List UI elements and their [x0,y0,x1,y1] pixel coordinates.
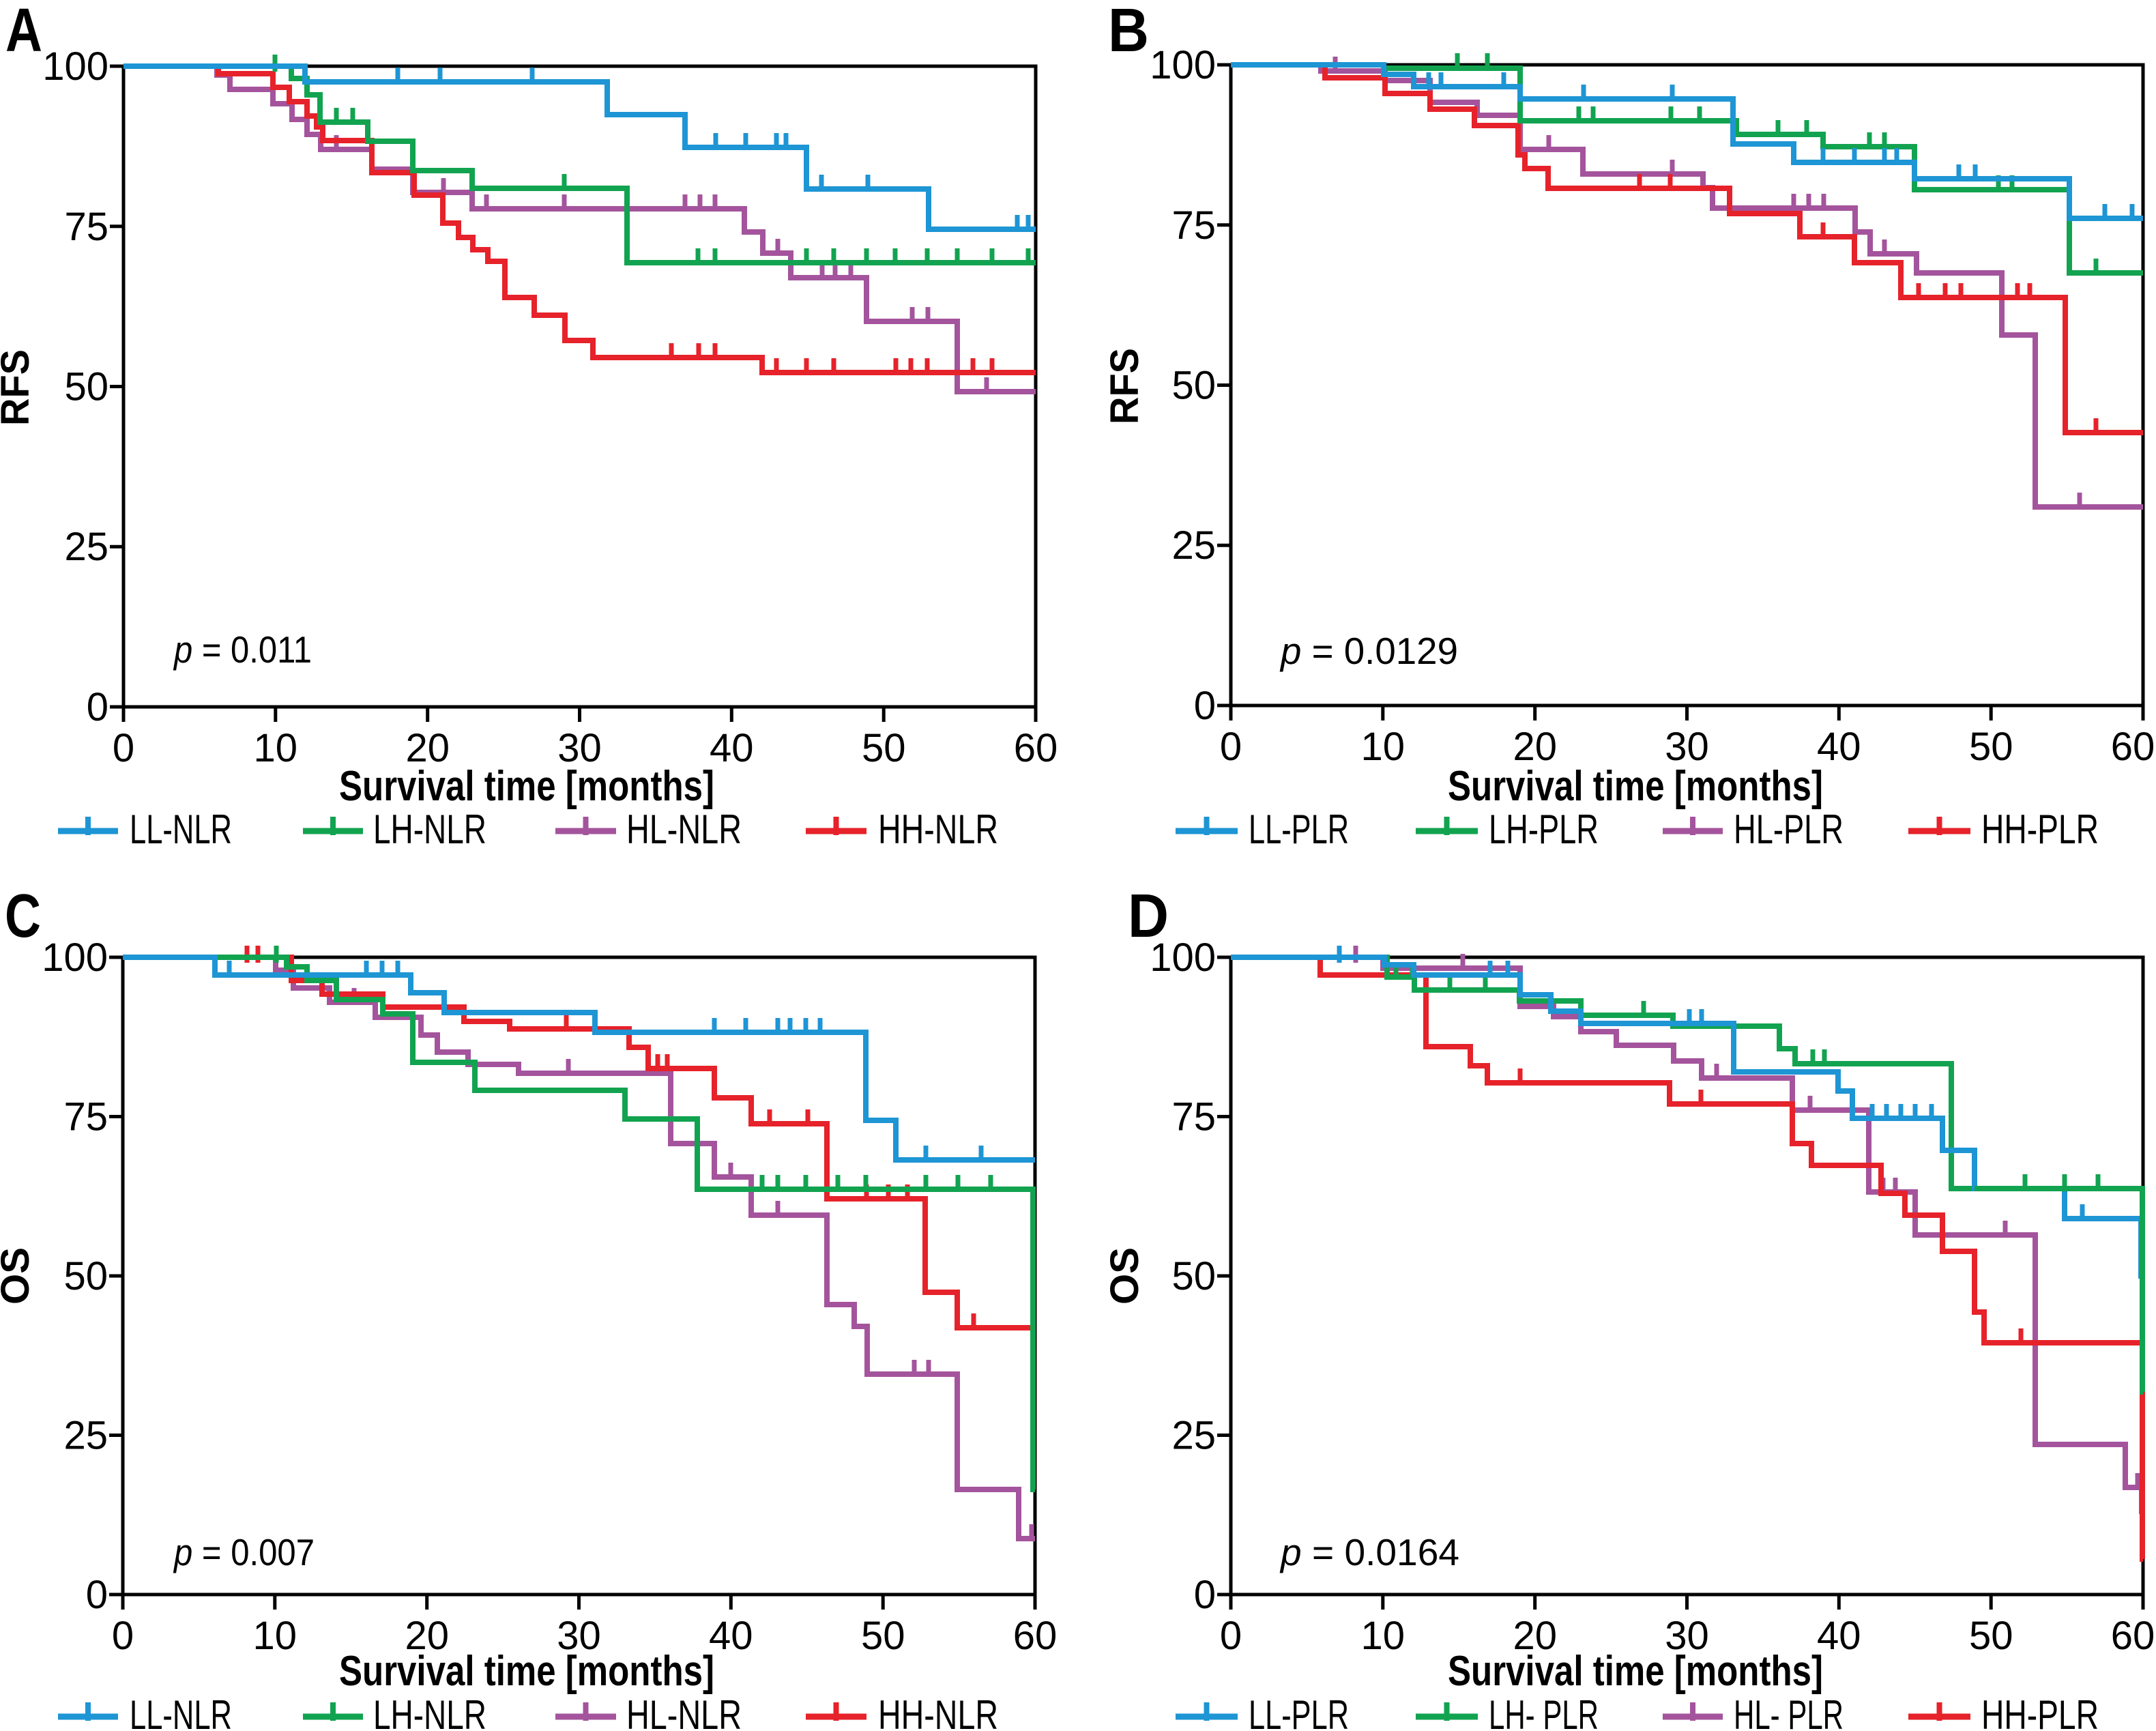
svg-text:50: 50 [861,1614,905,1658]
svg-text:20: 20 [1513,1614,1557,1658]
svg-text:p = 0.011: p = 0.011 [173,628,312,671]
svg-text:RFS: RFS [1103,348,1147,424]
svg-text:20: 20 [1513,725,1557,769]
svg-text:Survival time [months]: Survival time [months] [339,763,714,810]
svg-text:OS: OS [1103,1247,1147,1305]
svg-text:0: 0 [1194,1573,1216,1617]
svg-text:10: 10 [1361,725,1405,769]
svg-text:p = 0.007: p = 0.007 [173,1531,315,1573]
svg-text:30: 30 [557,1614,601,1658]
svg-text:30: 30 [1665,725,1709,769]
svg-text:LL-NLR: LL-NLR [130,806,232,852]
svg-text:HH-PLR: HH-PLR [1981,1692,2099,1731]
svg-text:100: 100 [42,44,108,89]
svg-text:30: 30 [557,726,602,770]
svg-text:HL-PLR: HL-PLR [1734,806,1844,852]
svg-text:HH-PLR: HH-PLR [1981,806,2099,852]
svg-text:10: 10 [253,1614,297,1658]
svg-text:75: 75 [1171,203,1216,248]
svg-text:0: 0 [86,1573,108,1617]
svg-text:RFS: RFS [0,349,38,426]
svg-text:p = 0.0129: p = 0.0129 [1279,630,1458,672]
svg-text:60: 60 [2111,725,2155,769]
svg-text:HL-NLR: HL-NLR [626,1692,742,1731]
svg-text:50: 50 [1969,1614,2013,1658]
svg-text:0: 0 [1194,684,1216,728]
svg-text:HH-NLR: HH-NLR [878,806,998,852]
svg-text:60: 60 [1013,1614,1058,1658]
svg-text:50: 50 [1969,725,2013,769]
svg-text:75: 75 [64,205,108,249]
svg-text:Survival time [months]: Survival time [months] [339,1648,714,1695]
svg-text:LH-NLR: LH-NLR [373,806,486,852]
svg-text:40: 40 [1817,725,1861,769]
svg-text:LH-PLR: LH-PLR [1489,806,1599,852]
svg-text:HL- PLR: HL- PLR [1734,1692,1844,1731]
svg-text:100: 100 [1150,43,1216,87]
svg-text:0: 0 [113,726,134,770]
svg-text:10: 10 [254,726,298,770]
svg-text:25: 25 [1171,1414,1216,1458]
svg-text:LL-NLR: LL-NLR [130,1692,232,1731]
svg-text:C: C [5,882,41,950]
svg-text:LL-PLR: LL-PLR [1249,806,1349,852]
svg-text:0: 0 [1220,725,1242,769]
svg-text:20: 20 [405,726,450,770]
svg-text:20: 20 [405,1614,449,1658]
svg-text:0: 0 [112,1614,134,1658]
svg-text:40: 40 [1817,1614,1861,1658]
svg-text:50: 50 [862,726,906,770]
svg-text:25: 25 [63,1414,108,1458]
svg-text:40: 40 [709,1614,753,1658]
svg-text:A: A [5,0,42,65]
svg-text:100: 100 [42,935,108,980]
svg-text:Survival time [months]: Survival time [months] [1448,1648,1823,1695]
svg-text:0: 0 [87,685,108,729]
svg-text:0: 0 [1220,1614,1242,1658]
svg-text:p = 0.0164: p = 0.0164 [1279,1531,1459,1573]
svg-text:HL-NLR: HL-NLR [626,806,742,852]
svg-text:25: 25 [1171,523,1216,568]
svg-text:60: 60 [1014,726,1058,770]
svg-text:50: 50 [63,1254,108,1298]
svg-text:100: 100 [1150,935,1216,980]
svg-text:HH-NLR: HH-NLR [878,1692,998,1731]
svg-text:D: D [1128,882,1169,950]
svg-text:LH-NLR: LH-NLR [373,1692,486,1731]
svg-text:Survival time [months]: Survival time [months] [1448,763,1823,810]
svg-text:50: 50 [64,365,108,409]
svg-text:LL-PLR: LL-PLR [1249,1692,1349,1731]
svg-text:10: 10 [1361,1614,1405,1658]
svg-text:LH- PLR: LH- PLR [1489,1692,1599,1731]
svg-text:75: 75 [1171,1095,1216,1139]
svg-text:50: 50 [1171,1254,1216,1298]
svg-text:60: 60 [2111,1614,2155,1658]
svg-text:40: 40 [710,726,754,770]
svg-text:OS: OS [0,1247,38,1305]
svg-text:B: B [1108,0,1149,65]
svg-text:25: 25 [64,525,108,569]
svg-text:75: 75 [63,1095,108,1139]
svg-text:30: 30 [1665,1614,1709,1658]
svg-text:50: 50 [1171,364,1216,408]
